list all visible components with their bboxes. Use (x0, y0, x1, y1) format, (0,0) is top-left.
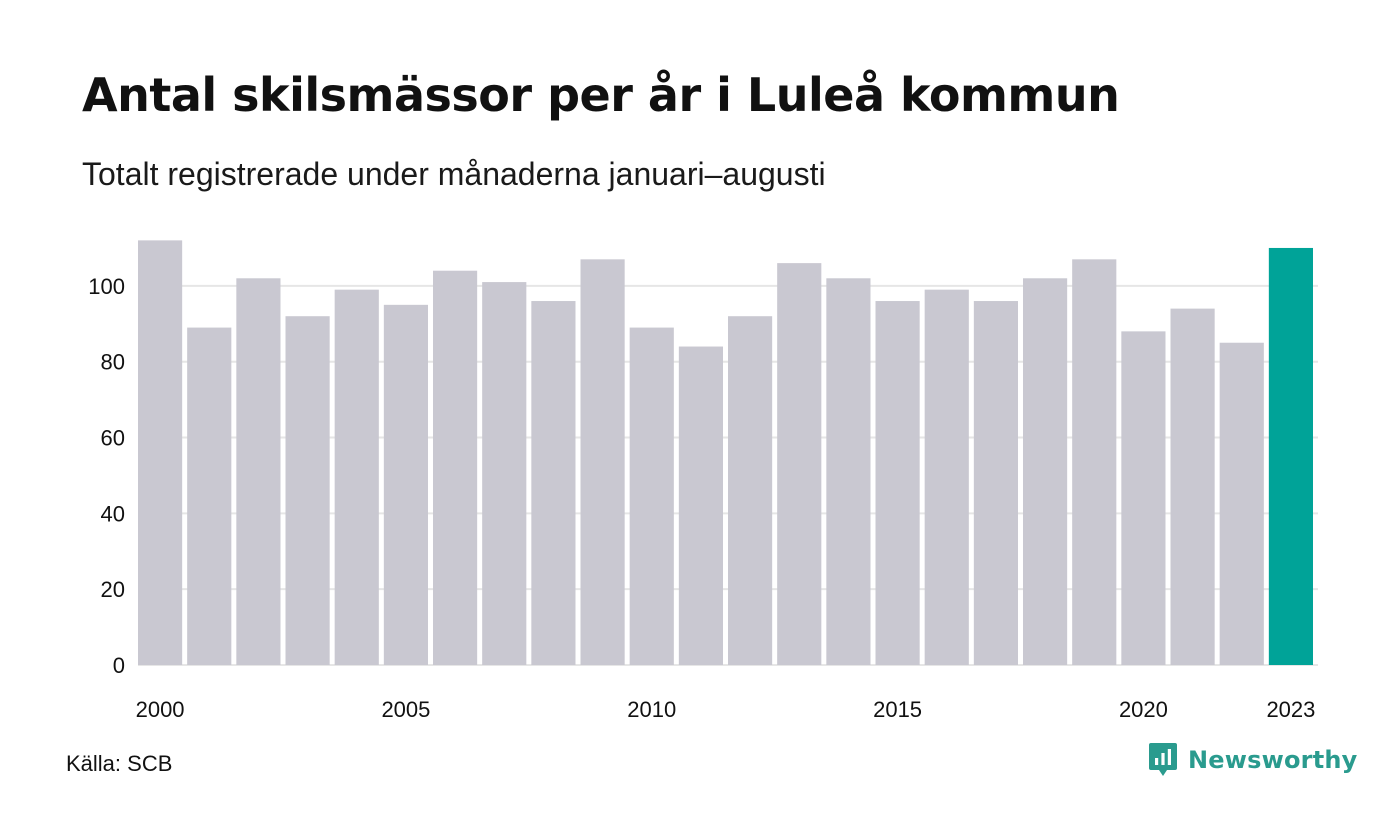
bar-2012 (728, 316, 773, 665)
y-axis-ticks: 0 20 40 60 80 100 (88, 274, 125, 678)
bar-2003 (285, 316, 330, 665)
y-tick-label: 60 (101, 426, 125, 451)
y-tick-label: 100 (88, 274, 125, 299)
y-tick-label: 40 (101, 501, 125, 526)
x-tick-label: 2023 (1266, 697, 1315, 722)
bar-2013 (777, 263, 822, 665)
bar-2014 (826, 278, 871, 665)
x-tick-label: 2005 (381, 697, 430, 722)
bar-2008 (531, 301, 576, 665)
bar-2011 (678, 346, 723, 665)
x-tick-label: 2020 (1119, 697, 1168, 722)
bar-2010 (629, 327, 674, 665)
y-tick-label: 80 (101, 350, 125, 375)
chart-subtitle: Totalt registrerade under månaderna janu… (82, 156, 826, 192)
bar-2006 (433, 270, 478, 665)
source-note: Källa: SCB (66, 751, 173, 776)
bar-2017 (973, 301, 1018, 665)
x-tick-label: 2015 (873, 697, 922, 722)
bar-2000 (138, 240, 183, 666)
bar-2019 (1072, 259, 1117, 665)
bar-2021 (1170, 308, 1215, 665)
bar-2009 (580, 259, 625, 665)
newsworthy-chart-bubble-icon (1149, 743, 1177, 776)
y-tick-label: 20 (101, 577, 125, 602)
bar-2015 (875, 301, 920, 665)
bar-2005 (383, 304, 428, 665)
chart-title: Antal skilsmässor per år i Luleå kommun (82, 68, 1120, 122)
bar-2004 (334, 289, 379, 665)
bar-2022 (1219, 342, 1264, 665)
bar-2018 (1023, 278, 1068, 665)
x-axis-ticks: 2000 2005 2010 2015 2020 2023 (136, 697, 1316, 722)
bar-2002 (236, 278, 281, 665)
brand-name: Newsworthy (1188, 746, 1358, 774)
bar-2007 (482, 282, 527, 665)
bars (138, 240, 1313, 666)
brand-logo: Newsworthy (1148, 742, 1358, 778)
bar-2016 (924, 289, 969, 665)
bar-2001 (187, 327, 232, 665)
bar-2023 (1268, 247, 1313, 665)
bar-2020 (1121, 331, 1166, 665)
x-tick-label: 2010 (627, 697, 676, 722)
x-tick-label: 2000 (136, 697, 185, 722)
y-tick-label: 0 (113, 653, 125, 678)
